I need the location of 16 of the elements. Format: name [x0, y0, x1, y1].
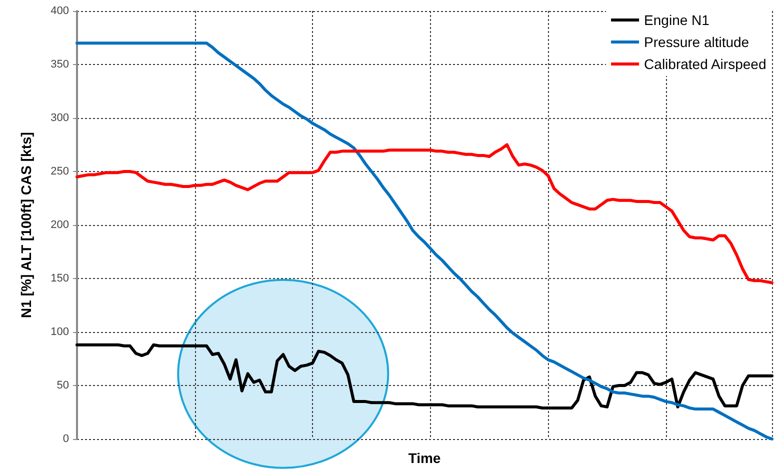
legend-label: Calibrated Airspeed — [644, 56, 766, 72]
y-tick-label: 200 — [50, 219, 69, 231]
y-tick-label: 250 — [50, 166, 69, 178]
y-tick-label: 400 — [50, 5, 69, 17]
y-axis-title: N1 [%] ALT [100ft] CAS [kts] — [18, 132, 34, 318]
y-tick-label: 0 — [62, 433, 69, 445]
y-tick-label: 100 — [50, 326, 69, 338]
line-series — [76, 343, 774, 410]
line-series — [76, 143, 774, 284]
y-tick-label: 350 — [50, 58, 69, 70]
y-tick-label: 300 — [50, 112, 69, 124]
x-axis-title: Time — [408, 450, 441, 466]
y-tick-label: 150 — [50, 272, 69, 284]
legend-label: Engine N1 — [644, 12, 710, 28]
y-tick-label: 50 — [56, 380, 69, 392]
legend-label: Pressure altitude — [644, 34, 750, 50]
